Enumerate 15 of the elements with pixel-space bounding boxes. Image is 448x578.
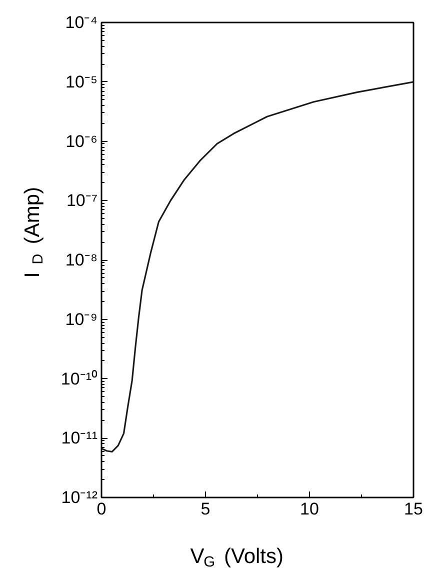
y-tick-label: 10⁻⁶ (66, 132, 98, 151)
y-tick-label: 10⁻¹² (61, 488, 98, 507)
y-axis-title: ID (Amp) (21, 186, 46, 278)
x-tick-label: 15 (404, 500, 423, 518)
x-tick-label: 0 (96, 500, 106, 518)
y-tick-label: 10⁻¹¹ (61, 428, 98, 448)
y-tick-label: 10⁻⁴ (65, 13, 98, 32)
x-tick-label: 5 (200, 500, 210, 518)
x-tick-label: 10 (300, 500, 319, 518)
line-series (102, 81, 414, 453)
y-tick-label: 10⁻⁹ (65, 310, 98, 329)
y-tick-label: 10⁻⁵ (66, 72, 98, 92)
y-tick-label: 10⁻⁷ (66, 191, 98, 210)
y-tick-label: 10⁻⁸ (65, 250, 98, 270)
y-tick-label: 10⁻¹⁰ (60, 369, 98, 388)
